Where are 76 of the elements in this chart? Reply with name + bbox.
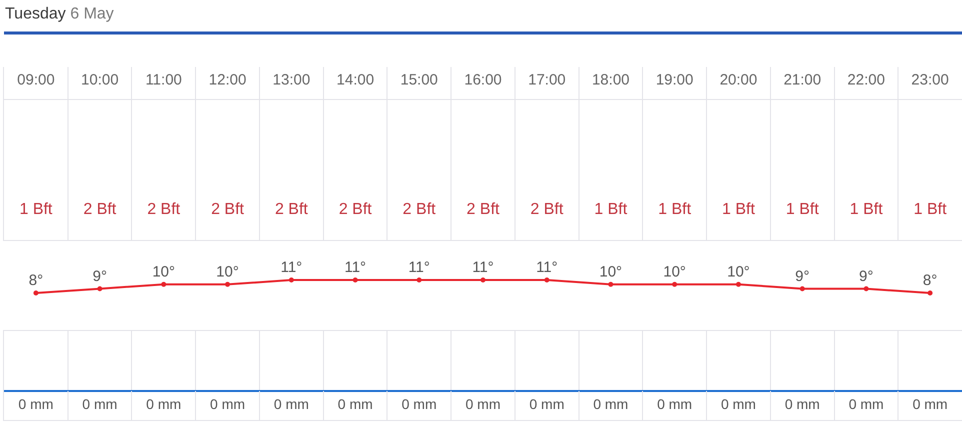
x-tick-label: 19:00 xyxy=(656,72,694,88)
data-label: 9° xyxy=(795,268,810,285)
text: 2 Bft xyxy=(338,201,372,218)
point xyxy=(672,282,678,287)
data-label: 10° xyxy=(216,263,239,280)
text: 2 Bft xyxy=(274,201,308,218)
point xyxy=(480,278,486,283)
data-label: 11° xyxy=(536,259,558,276)
point xyxy=(161,282,166,287)
data-label: 10° xyxy=(599,263,622,280)
data-label: 8° xyxy=(922,272,938,290)
point xyxy=(288,278,294,283)
text: 0 mm xyxy=(466,396,500,412)
data-label: 11° xyxy=(408,259,430,276)
x-tick-label: 17:00 xyxy=(528,72,566,88)
x-tick-label: 10:00 xyxy=(81,72,119,88)
x-tick-label: 18:00 xyxy=(592,72,630,88)
data-label: 8° xyxy=(28,272,44,290)
data-label: 11° xyxy=(280,259,302,276)
text: 2 Bft xyxy=(530,201,564,218)
x-tick-label: 23:00 xyxy=(911,72,949,88)
text: 0 mm xyxy=(848,396,884,412)
text: 0 mm xyxy=(593,396,628,412)
point xyxy=(352,278,358,283)
x-tick-label: 20:00 xyxy=(720,72,758,88)
text: 2 Bft xyxy=(466,201,500,218)
point xyxy=(800,286,805,292)
chart-title: Tuesday 6 May xyxy=(5,6,114,23)
data-label: 10° xyxy=(663,263,686,280)
x-tick-label: 12:00 xyxy=(208,72,246,88)
text: 1 Bft xyxy=(914,201,947,218)
text: 1 Bft xyxy=(658,201,692,218)
text: 0 mm xyxy=(529,396,564,412)
text: 0 mm xyxy=(784,396,820,412)
text: 0 mm xyxy=(18,396,54,412)
text: 2 Bft xyxy=(211,201,244,218)
text: 0 mm xyxy=(338,396,373,412)
text: 2 Bft xyxy=(402,201,436,218)
text: 0 mm xyxy=(657,396,692,412)
text: 2 Bft xyxy=(147,201,180,218)
text: 1 Bft xyxy=(850,201,883,218)
point xyxy=(416,278,422,283)
point xyxy=(864,286,869,292)
point xyxy=(225,282,230,287)
point xyxy=(928,290,933,296)
x-tick-label: 16:00 xyxy=(464,72,502,88)
data-label: 10° xyxy=(152,263,176,280)
text: 0 mm xyxy=(912,396,948,412)
text: 1 Bft xyxy=(722,201,755,218)
x-tick-label: 11:00 xyxy=(145,72,182,88)
x-tick-label: 13:00 xyxy=(272,72,310,88)
point xyxy=(736,282,741,287)
text: 1 Bft xyxy=(786,201,819,218)
text: 0 mm xyxy=(274,396,309,412)
text: 0 mm xyxy=(720,396,756,412)
x-tick-label: 15:00 xyxy=(400,72,438,88)
x-tick-label: 09:00 xyxy=(17,72,55,88)
text: 1 Bft xyxy=(594,201,628,218)
x-tick-label: 21:00 xyxy=(784,72,822,88)
text: 0 mm xyxy=(82,396,118,412)
point xyxy=(544,278,550,283)
x-tick-label: 14:00 xyxy=(336,72,374,88)
text: 0 mm xyxy=(146,396,182,412)
x-tick-label: 22:00 xyxy=(847,72,885,88)
data-label: 9° xyxy=(92,268,107,285)
data-label: 11° xyxy=(344,259,366,276)
point xyxy=(33,290,38,296)
text: 1 Bft xyxy=(19,201,52,218)
point xyxy=(97,286,102,292)
data-label: 11° xyxy=(472,259,494,276)
point xyxy=(608,282,614,287)
text: 0 mm xyxy=(210,396,246,412)
text: 0 mm xyxy=(402,396,437,412)
data-label: 10° xyxy=(727,263,750,280)
data-label: 9° xyxy=(859,268,874,285)
text: 2 Bft xyxy=(83,201,116,218)
